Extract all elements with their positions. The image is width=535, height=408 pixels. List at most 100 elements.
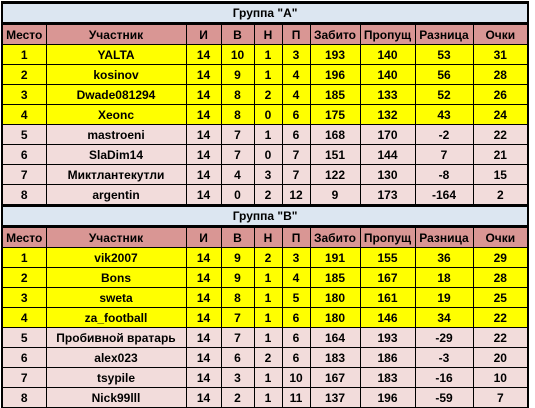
cell-place[interactable]: 2 <box>1 267 47 288</box>
cell-points[interactable]: 26 <box>472 84 530 105</box>
cell-place[interactable]: 5 <box>1 124 47 145</box>
header-points[interactable]: Очки <box>472 23 530 45</box>
cell-diff[interactable]: -2 <box>414 124 474 145</box>
cell-played[interactable]: 14 <box>185 44 222 65</box>
cell-draws[interactable]: 1 <box>253 64 283 85</box>
cell-diff[interactable]: 7 <box>414 144 474 165</box>
cell-name[interactable]: Nick99lll <box>45 387 187 408</box>
cell-name[interactable]: vik2007 <box>45 247 187 268</box>
cell-conceded[interactable]: 173 <box>359 184 416 206</box>
cell-conceded[interactable]: 132 <box>359 104 416 125</box>
header-draws[interactable]: Н <box>253 226 283 248</box>
cell-diff[interactable]: 53 <box>414 44 474 65</box>
cell-scored[interactable]: 167 <box>309 367 361 388</box>
cell-wins[interactable]: 7 <box>220 144 255 165</box>
cell-scored[interactable]: 180 <box>309 307 361 328</box>
cell-place[interactable]: 6 <box>1 347 47 368</box>
cell-conceded[interactable]: 186 <box>359 347 416 368</box>
cell-diff[interactable]: 34 <box>414 307 474 328</box>
cell-wins[interactable]: 8 <box>220 104 255 125</box>
cell-points[interactable]: 25 <box>472 287 530 308</box>
cell-name[interactable]: YALTA <box>45 44 187 65</box>
cell-name[interactable]: Пробивной вратарь <box>45 327 187 348</box>
cell-draws[interactable]: 2 <box>253 184 283 206</box>
cell-losses[interactable]: 6 <box>281 307 311 328</box>
cell-place[interactable]: 3 <box>1 84 47 105</box>
cell-losses[interactable]: 3 <box>281 247 311 268</box>
cell-points[interactable]: 24 <box>472 104 530 125</box>
cell-wins[interactable]: 7 <box>220 327 255 348</box>
cell-played[interactable]: 14 <box>185 104 222 125</box>
cell-place[interactable]: 7 <box>1 164 47 185</box>
cell-name[interactable]: Xeonc <box>45 104 187 125</box>
cell-wins[interactable]: 9 <box>220 247 255 268</box>
cell-played[interactable]: 14 <box>185 84 222 105</box>
cell-scored[interactable]: 164 <box>309 327 361 348</box>
cell-wins[interactable]: 6 <box>220 347 255 368</box>
header-losses[interactable]: П <box>281 226 311 248</box>
cell-place[interactable]: 1 <box>1 44 47 65</box>
header-participant[interactable]: Участник <box>45 23 187 45</box>
cell-conceded[interactable]: 161 <box>359 287 416 308</box>
header-draws[interactable]: Н <box>253 23 283 45</box>
cell-points[interactable]: 21 <box>472 144 530 165</box>
cell-losses[interactable]: 6 <box>281 347 311 368</box>
cell-place[interactable]: 4 <box>1 307 47 328</box>
cell-diff[interactable]: 18 <box>414 267 474 288</box>
cell-draws[interactable]: 1 <box>253 367 283 388</box>
cell-place[interactable]: 8 <box>1 387 47 408</box>
cell-name[interactable]: Dwade081294 <box>45 84 187 105</box>
cell-played[interactable]: 14 <box>185 347 222 368</box>
cell-draws[interactable]: 1 <box>253 287 283 308</box>
cell-diff[interactable]: 52 <box>414 84 474 105</box>
cell-losses[interactable]: 10 <box>281 367 311 388</box>
cell-played[interactable]: 14 <box>185 164 222 185</box>
cell-points[interactable]: 28 <box>472 64 530 85</box>
cell-wins[interactable]: 7 <box>220 307 255 328</box>
cell-played[interactable]: 14 <box>185 307 222 328</box>
cell-draws[interactable]: 1 <box>253 267 283 288</box>
cell-points[interactable]: 7 <box>472 387 530 408</box>
cell-draws[interactable]: 1 <box>253 387 283 408</box>
cell-diff[interactable]: 43 <box>414 104 474 125</box>
cell-name[interactable]: Bons <box>45 267 187 288</box>
cell-losses[interactable]: 6 <box>281 327 311 348</box>
cell-place[interactable]: 4 <box>1 104 47 125</box>
cell-conceded[interactable]: 140 <box>359 64 416 85</box>
cell-conceded[interactable]: 155 <box>359 247 416 268</box>
cell-conceded[interactable]: 167 <box>359 267 416 288</box>
group-title[interactable]: Группа "А" <box>0 1 530 25</box>
cell-conceded[interactable]: 144 <box>359 144 416 165</box>
cell-scored[interactable]: 168 <box>309 124 361 145</box>
cell-losses[interactable]: 11 <box>281 387 311 408</box>
cell-points[interactable]: 22 <box>472 307 530 328</box>
cell-scored[interactable]: 137 <box>309 387 361 408</box>
header-wins[interactable]: В <box>220 226 255 248</box>
header-scored[interactable]: Забито <box>309 23 361 45</box>
cell-wins[interactable]: 8 <box>220 287 255 308</box>
cell-losses[interactable]: 3 <box>281 44 311 65</box>
cell-wins[interactable]: 9 <box>220 267 255 288</box>
cell-diff[interactable]: -164 <box>414 184 474 206</box>
cell-points[interactable]: 29 <box>472 247 530 268</box>
cell-scored[interactable]: 185 <box>309 267 361 288</box>
header-conceded[interactable]: Пропущ <box>359 226 416 248</box>
cell-diff[interactable]: 56 <box>414 64 474 85</box>
header-participant[interactable]: Участник <box>45 226 187 248</box>
cell-place[interactable]: 8 <box>1 184 47 206</box>
header-played[interactable]: И <box>185 23 222 45</box>
cell-wins[interactable]: 3 <box>220 367 255 388</box>
header-wins[interactable]: В <box>220 23 255 45</box>
cell-points[interactable]: 22 <box>472 124 530 145</box>
cell-points[interactable]: 31 <box>472 44 530 65</box>
cell-place[interactable]: 2 <box>1 64 47 85</box>
cell-played[interactable]: 14 <box>185 64 222 85</box>
cell-wins[interactable]: 7 <box>220 124 255 145</box>
cell-scored[interactable]: 191 <box>309 247 361 268</box>
cell-wins[interactable]: 8 <box>220 84 255 105</box>
cell-scored[interactable]: 175 <box>309 104 361 125</box>
cell-scored[interactable]: 122 <box>309 164 361 185</box>
cell-name[interactable]: kosinov <box>45 64 187 85</box>
cell-played[interactable]: 14 <box>185 327 222 348</box>
cell-place[interactable]: 7 <box>1 367 47 388</box>
